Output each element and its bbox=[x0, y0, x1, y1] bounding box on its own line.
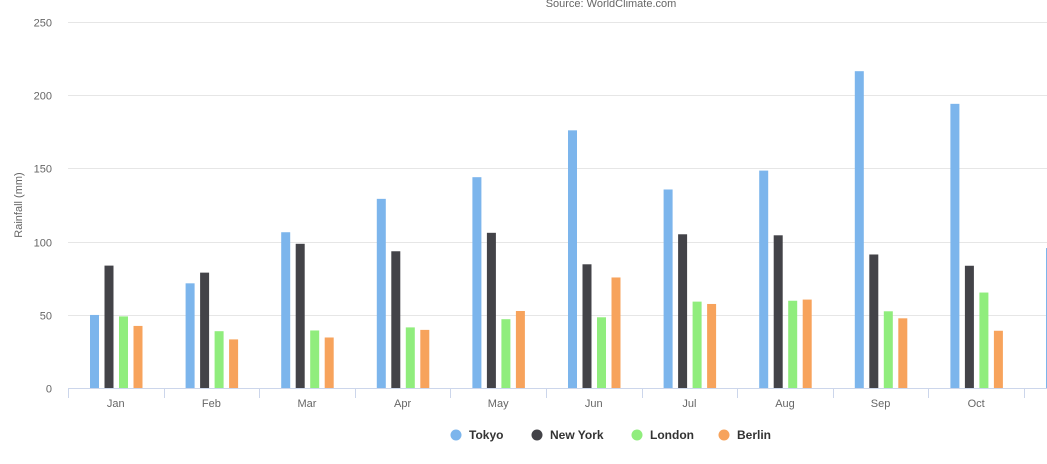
y-tick-label: 0 bbox=[46, 384, 52, 396]
bar-berlin[interactable] bbox=[133, 325, 143, 388]
y-tick-label: 150 bbox=[34, 164, 52, 176]
bar-tokyo[interactable] bbox=[90, 314, 99, 388]
bar-berlin[interactable] bbox=[229, 339, 239, 388]
grid-lines bbox=[68, 22, 1047, 316]
bars bbox=[90, 71, 1047, 389]
x-tick-label: Jul bbox=[682, 398, 696, 410]
x-tick-label: Sep bbox=[871, 398, 891, 410]
chart-subtitle: Source: WorldClimate.com bbox=[546, 0, 677, 10]
bar-tokyo[interactable] bbox=[568, 130, 577, 388]
bar-tokyo[interactable] bbox=[950, 103, 960, 389]
x-tick-label: Jan bbox=[107, 398, 125, 410]
x-tick-label: Mar bbox=[298, 398, 317, 410]
y-tick-label: 50 bbox=[40, 311, 52, 323]
bar-london[interactable] bbox=[214, 331, 224, 388]
legend-item-london[interactable]: London bbox=[631, 428, 694, 442]
bar-berlin[interactable] bbox=[802, 299, 812, 388]
y-tick-label: 250 bbox=[34, 18, 52, 30]
bar-berlin[interactable] bbox=[898, 318, 908, 388]
bar-london[interactable] bbox=[979, 292, 989, 388]
legend-item-tokyo[interactable]: Tokyo bbox=[450, 428, 504, 442]
bar-tokyo[interactable] bbox=[663, 189, 673, 388]
bar-berlin[interactable] bbox=[420, 329, 430, 388]
x-tick-label: Jun bbox=[585, 398, 603, 410]
bar-new-york[interactable] bbox=[104, 265, 114, 388]
y-axis-ticks: 0 50 100 150 200 250 bbox=[34, 18, 52, 396]
bar-london[interactable] bbox=[597, 317, 606, 388]
bar-berlin[interactable] bbox=[611, 277, 621, 388]
bar-tokyo[interactable] bbox=[472, 177, 482, 388]
x-tick-label: Apr bbox=[394, 398, 411, 410]
y-tick-label: 100 bbox=[34, 238, 52, 250]
legend[interactable]: Tokyo New York London Berlin bbox=[450, 428, 772, 442]
bar-berlin[interactable] bbox=[515, 310, 525, 388]
bar-berlin[interactable] bbox=[324, 337, 334, 388]
bar-london[interactable] bbox=[405, 327, 415, 388]
bar-london[interactable] bbox=[501, 319, 511, 388]
bar-new-york[interactable] bbox=[295, 243, 305, 388]
x-axis: Jan Feb Mar Apr May Jun Jul Aug Sep Oct bbox=[68, 388, 1047, 410]
legend-label: London bbox=[650, 428, 694, 442]
bar-new-york[interactable] bbox=[200, 272, 210, 388]
bar-new-york[interactable] bbox=[773, 235, 783, 388]
bar-new-york[interactable] bbox=[391, 251, 401, 388]
bar-london[interactable] bbox=[883, 311, 893, 388]
bar-new-york[interactable] bbox=[869, 254, 879, 388]
bar-tokyo[interactable] bbox=[185, 283, 195, 388]
legend-label: New York bbox=[550, 428, 604, 442]
x-tick-label: Feb bbox=[202, 398, 221, 410]
bar-tokyo[interactable] bbox=[854, 71, 864, 388]
legend-marker-icon bbox=[450, 429, 462, 441]
bar-new-york[interactable] bbox=[486, 232, 496, 388]
legend-marker-icon bbox=[718, 429, 730, 441]
bar-london[interactable] bbox=[692, 301, 702, 388]
legend-item-berlin[interactable]: Berlin bbox=[718, 428, 772, 442]
bar-new-york[interactable] bbox=[964, 265, 974, 388]
bar-new-york[interactable] bbox=[678, 234, 688, 388]
bar-berlin[interactable] bbox=[707, 303, 717, 388]
legend-item-new-york[interactable]: New York bbox=[531, 428, 604, 442]
bar-london[interactable] bbox=[119, 316, 128, 388]
y-axis-title: Rainfall (mm) bbox=[13, 172, 25, 237]
legend-label: Berlin bbox=[737, 428, 771, 442]
bar-tokyo[interactable] bbox=[376, 198, 386, 388]
legend-marker-icon bbox=[531, 429, 543, 441]
legend-marker-icon bbox=[631, 429, 643, 441]
bar-london[interactable] bbox=[788, 300, 798, 388]
x-tick-label: Aug bbox=[775, 398, 795, 410]
bar-berlin[interactable] bbox=[993, 330, 1003, 388]
x-tick-label: Oct bbox=[968, 398, 985, 410]
bar-tokyo[interactable] bbox=[281, 232, 291, 388]
bar-new-york[interactable] bbox=[582, 264, 592, 388]
bar-tokyo[interactable] bbox=[759, 170, 769, 388]
y-tick-label: 200 bbox=[34, 91, 52, 103]
legend-label: Tokyo bbox=[469, 428, 503, 442]
bar-london[interactable] bbox=[310, 330, 320, 388]
x-tick-label: May bbox=[488, 398, 509, 410]
